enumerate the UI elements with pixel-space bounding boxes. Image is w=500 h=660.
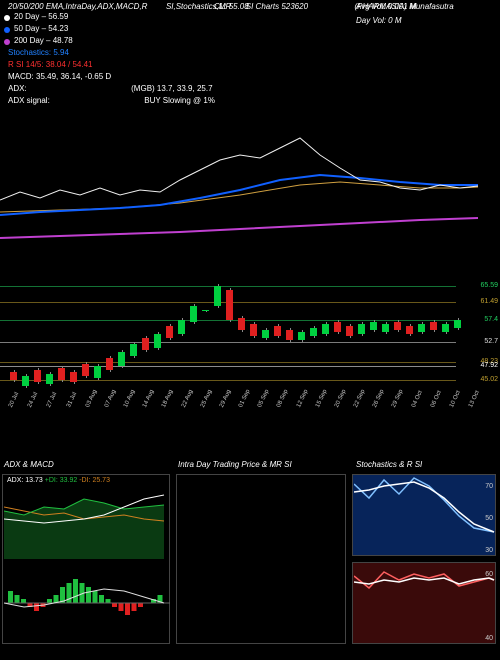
stoch-label: Stochastics: 5.94	[8, 48, 69, 57]
header-block: 20/50/200 EMA,IntraDay,ADX,MACD,R SI,Sto…	[4, 2, 496, 96]
ema200-swatch	[4, 39, 10, 45]
avgvol-value: 0.001 M	[388, 2, 417, 11]
ema20-swatch	[4, 15, 10, 21]
header-indicators: 20/50/200 EMA,IntraDay,ADX,MACD,R	[8, 2, 147, 11]
sub-title-stoch: Stochastics & R SI	[356, 460, 422, 469]
ema50-swatch	[4, 27, 10, 33]
dayvol-value: 0 M	[388, 16, 401, 25]
ema20-label: 20 Day – 56.59	[14, 12, 68, 21]
adx-chart	[4, 489, 170, 559]
stoch-panel[interactable]: 705030 6040	[352, 474, 498, 644]
sub-title-intra: Intra Day Trading Price & MR SI	[178, 460, 292, 469]
rsi-label: R SI 14/5: 38.04 / 54.41	[8, 60, 93, 69]
cl-label: CL:	[214, 2, 226, 11]
price-xticks: 20 Jul24 Jul27 Jul31 Jul03 Aug07 Aug10 A…	[0, 402, 478, 430]
adx-label: ADX:	[8, 84, 27, 93]
ma-panel[interactable]	[0, 120, 500, 270]
ma-chart	[0, 120, 500, 270]
adxsig-label: ADX signal:	[8, 96, 50, 105]
adx-readout: ADX: 13.73 +DI: 33.92 -DI: 25.73	[7, 477, 110, 484]
avgvol-label: Avg Vol:	[356, 2, 385, 11]
header-mid2: SI Charts 523620	[246, 2, 308, 11]
adxsig-value: BUY Slowing @ 1%	[144, 96, 215, 105]
macd-label: MACD: 35.49, 36.14, -0.65 D	[8, 72, 111, 81]
intraday-panel[interactable]	[176, 474, 346, 644]
adx-values: (MGB) 13.7, 33.9, 25.7	[131, 84, 212, 93]
ema200-label: 200 Day – 48.78	[14, 36, 73, 45]
ema50-label: 50 Day – 54.23	[14, 24, 68, 33]
dayvol-label: Day Vol:	[356, 16, 386, 25]
adx-macd-panel[interactable]: ADX: 13.73 +DI: 33.92 -DI: 25.73	[2, 474, 170, 644]
macd-chart	[4, 563, 170, 643]
sub-title-adx: ADX & MACD	[4, 460, 54, 469]
price-panel[interactable]: 65.5961.4957.452.748.2347.9245.02 20 Jul…	[0, 280, 500, 430]
cl-value: 55.08	[229, 2, 249, 11]
